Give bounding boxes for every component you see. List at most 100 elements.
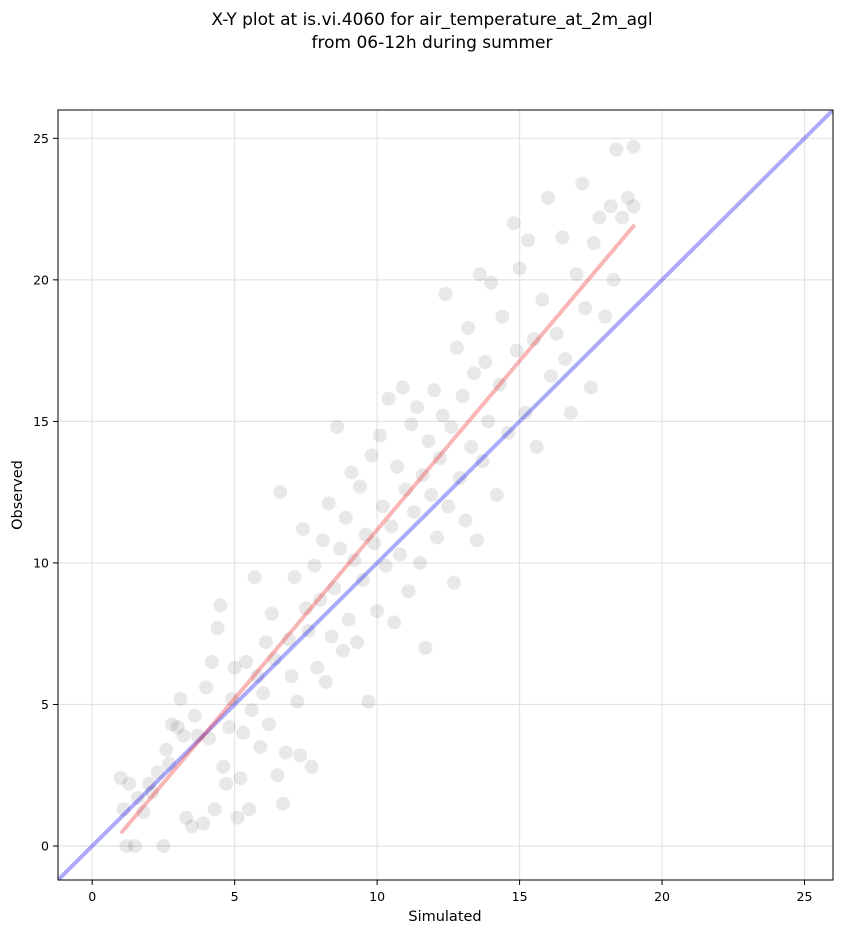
data-point (219, 776, 234, 791)
data-point (355, 572, 370, 587)
data-point (116, 802, 131, 817)
y-axis-label: Observed (10, 460, 26, 530)
one-to-one-line (58, 110, 833, 880)
linear-fit-line (120, 224, 636, 834)
data-point (444, 420, 459, 435)
data-point (335, 643, 350, 658)
data-point (526, 332, 541, 347)
x-tick-label: 5 (231, 889, 239, 904)
data-point (492, 377, 507, 392)
data-point (435, 408, 450, 423)
data-point (432, 451, 447, 466)
data-point (204, 655, 219, 670)
data-point (395, 380, 410, 395)
data-point (555, 230, 570, 245)
data-point (315, 533, 330, 548)
data-point (455, 388, 470, 403)
data-point (267, 652, 282, 667)
data-point (207, 802, 222, 817)
data-point (239, 655, 254, 670)
chart-title-line-2: from 06-12h during summer (312, 33, 553, 53)
data-point (506, 216, 521, 231)
data-point (469, 533, 484, 548)
y-axis-ticks: 0 5 10 15 20 25 (33, 131, 58, 854)
data-point (298, 601, 313, 616)
data-point (233, 771, 248, 786)
data-point (475, 454, 490, 469)
reference-lines (58, 110, 833, 880)
data-point (258, 635, 273, 650)
y-tick-label: 15 (33, 414, 49, 429)
data-point (162, 756, 177, 771)
data-point (179, 810, 194, 825)
data-point (501, 425, 516, 440)
data-point (441, 499, 456, 514)
data-point (273, 485, 288, 500)
chart-title-line-1: X-Y plot at is.vi.4060 for air_temperatu… (211, 10, 652, 30)
data-point (412, 555, 427, 570)
data-point (170, 720, 185, 735)
data-point (350, 635, 365, 650)
data-point (370, 604, 385, 619)
data-point (196, 816, 211, 831)
data-point (318, 674, 333, 689)
data-point (549, 326, 564, 341)
data-point (626, 139, 641, 154)
data-point (284, 669, 299, 684)
data-point (598, 309, 613, 324)
data-point (626, 199, 641, 214)
data-point (310, 660, 325, 675)
data-point (521, 233, 536, 248)
x-tick-label: 0 (88, 889, 96, 904)
data-point (447, 575, 462, 590)
data-point (578, 301, 593, 316)
data-point (367, 536, 382, 551)
data-point (484, 275, 499, 290)
data-point (199, 680, 214, 695)
data-point (535, 292, 550, 307)
data-point (324, 629, 339, 644)
data-point (210, 621, 225, 636)
data-point (244, 703, 259, 718)
data-point (150, 765, 165, 780)
y-tick-label: 10 (33, 555, 49, 570)
data-point (221, 720, 236, 735)
y-tick-label: 25 (33, 131, 49, 146)
data-point (164, 717, 179, 732)
data-point (176, 728, 191, 743)
data-point (307, 558, 322, 573)
data-point (620, 190, 635, 205)
data-point (184, 819, 199, 834)
data-point (606, 272, 621, 287)
data-point (466, 366, 481, 381)
data-point (327, 581, 342, 596)
data-point (347, 553, 362, 568)
data-point (202, 731, 217, 746)
data-point (173, 691, 188, 706)
grid (58, 110, 833, 880)
data-point (281, 632, 296, 647)
data-point (224, 691, 239, 706)
data-point (213, 598, 228, 613)
data-point (384, 519, 399, 534)
y-tick-label: 20 (33, 272, 49, 287)
data-point (156, 839, 171, 854)
y-tick-label: 0 (41, 839, 49, 854)
data-point (341, 612, 356, 627)
data-point (253, 739, 268, 754)
data-point (187, 708, 202, 723)
x-tick-label: 10 (369, 889, 385, 904)
data-point (583, 380, 598, 395)
data-point (250, 669, 265, 684)
data-point (603, 199, 618, 214)
data-point (261, 717, 276, 732)
data-point (227, 660, 242, 675)
data-point (361, 694, 376, 709)
data-point (615, 210, 630, 225)
data-point (410, 400, 425, 415)
data-point (216, 759, 231, 774)
data-point (543, 369, 558, 384)
x-tick-label: 15 (512, 889, 528, 904)
plot-area-frame (57, 109, 834, 881)
data-point (364, 448, 379, 463)
